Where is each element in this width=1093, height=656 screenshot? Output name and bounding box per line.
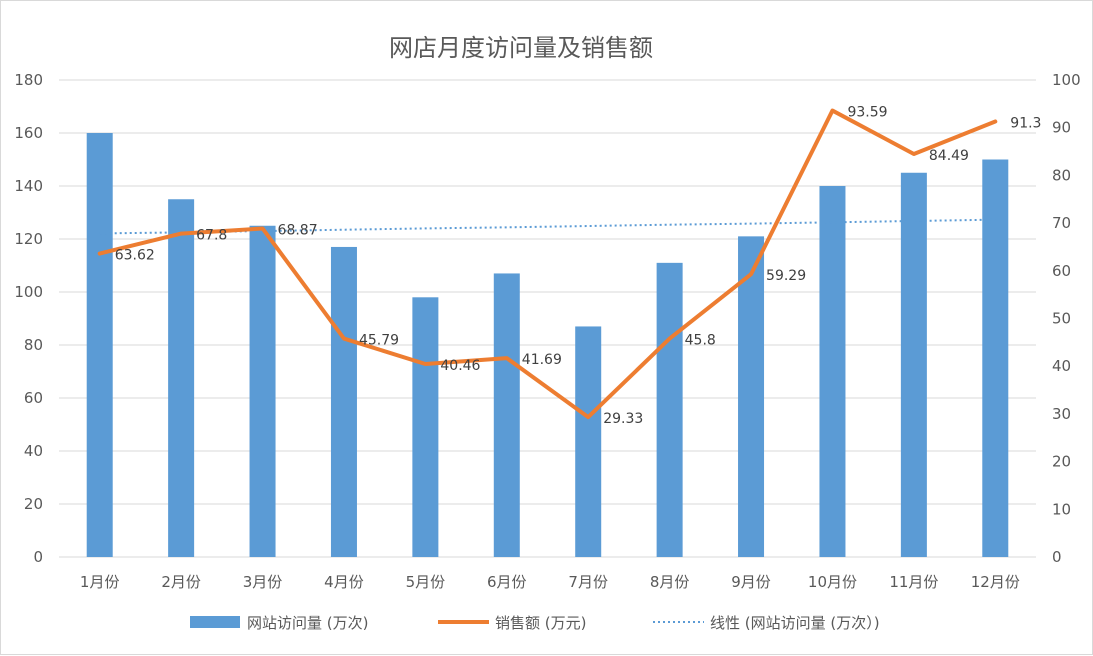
- legend-trend-label: 线性 (网站访问量 (万次）): [710, 614, 880, 632]
- bar-series: [86, 133, 1009, 557]
- x-tick-label: 2月份: [161, 573, 201, 591]
- legend-bar-swatch: [190, 616, 240, 628]
- right-tick-label: 30: [1052, 405, 1071, 423]
- bar: [738, 236, 765, 557]
- right-tick-label: 60: [1052, 262, 1071, 280]
- data-labels: 63.62 67.8 68.87 45.79 40.46 41.69 29.33 45.8 59…: [115, 105, 1042, 428]
- x-tick-label: 6月份: [487, 573, 527, 591]
- right-tick-label: 90: [1052, 119, 1071, 137]
- bar: [982, 159, 1009, 557]
- x-axis-ticks: 1月份 2月份 3月份 4月份 5月份 6月份 7月份 8月份 9月份 10月份 11月份 12月份: [80, 573, 1020, 591]
- left-axis-ticks: 0 20 40 60 80 100 120 140 160 180: [14, 71, 43, 566]
- x-tick-label: 9月份: [731, 573, 771, 591]
- sales-data-label: 84.49: [929, 148, 969, 164]
- x-tick-label: 12月份: [971, 573, 1020, 591]
- x-tick-label: 3月份: [243, 573, 283, 591]
- bar: [575, 326, 602, 557]
- right-tick-label: 20: [1052, 453, 1071, 471]
- x-tick-label: 1月份: [80, 573, 120, 591]
- bar: [900, 172, 927, 557]
- right-tick-label: 80: [1052, 166, 1071, 184]
- left-tick-label: 80: [24, 336, 43, 354]
- bar: [249, 225, 276, 557]
- sales-data-label: 41.69: [522, 352, 562, 368]
- trendline-series: [99, 218, 996, 235]
- bar: [493, 273, 520, 557]
- right-tick-label: 10: [1052, 500, 1071, 518]
- left-tick-label: 20: [24, 495, 43, 513]
- sales-data-label: 45.79: [359, 333, 399, 349]
- left-tick-label: 180: [14, 71, 43, 89]
- x-tick-label: 10月份: [808, 573, 857, 591]
- sales-data-label: 29.33: [603, 411, 643, 427]
- sales-line: [97, 108, 998, 420]
- legend: 网站访问量 (万次) 销售额 (万元) 线性 (网站访问量 (万次）): [190, 614, 880, 632]
- trendline: [99, 218, 996, 235]
- left-tick-label: 0: [33, 548, 43, 566]
- x-tick-label: 11月份: [889, 573, 938, 591]
- sales-data-label: 40.46: [440, 358, 480, 374]
- legend-bar-label: 网站访问量 (万次): [247, 614, 368, 632]
- sales-data-label: 67.8: [196, 228, 227, 244]
- right-tick-label: 0: [1052, 548, 1062, 566]
- left-tick-label: 100: [14, 283, 43, 301]
- bar: [86, 133, 113, 557]
- x-tick-label: 7月份: [568, 573, 608, 591]
- right-tick-label: 70: [1052, 214, 1071, 232]
- bar: [819, 186, 846, 557]
- sales-data-label: 59.29: [766, 268, 806, 284]
- sales-data-label: 93.59: [847, 105, 887, 121]
- left-tick-label: 40: [24, 442, 43, 460]
- left-tick-label: 160: [14, 124, 43, 142]
- bar: [168, 199, 195, 557]
- bar: [330, 246, 357, 557]
- left-tick-label: 140: [14, 177, 43, 195]
- right-tick-label: 100: [1052, 71, 1081, 89]
- bar: [412, 297, 439, 557]
- gridlines: [59, 79, 1036, 558]
- right-tick-label: 40: [1052, 357, 1071, 375]
- sales-data-label: 63.62: [115, 248, 155, 264]
- x-tick-label: 4月份: [324, 573, 364, 591]
- x-tick-label: 5月份: [406, 573, 446, 591]
- line-series: [97, 108, 998, 420]
- sales-data-label: 68.87: [278, 222, 318, 238]
- right-axis-ticks: 0 10 20 30 40 50 60 70 80 90 100: [1052, 71, 1081, 566]
- x-tick-label: 8月份: [650, 573, 690, 591]
- bar: [656, 262, 683, 557]
- sales-data-label: 91.3: [1010, 115, 1041, 131]
- left-tick-label: 120: [14, 230, 43, 248]
- sales-data-label: 45.8: [685, 333, 716, 349]
- chart-title: 网店月度访问量及销售额: [389, 34, 653, 62]
- legend-line-label: 销售额 (万元): [495, 614, 586, 632]
- left-tick-label: 60: [24, 389, 43, 407]
- right-tick-label: 50: [1052, 310, 1071, 328]
